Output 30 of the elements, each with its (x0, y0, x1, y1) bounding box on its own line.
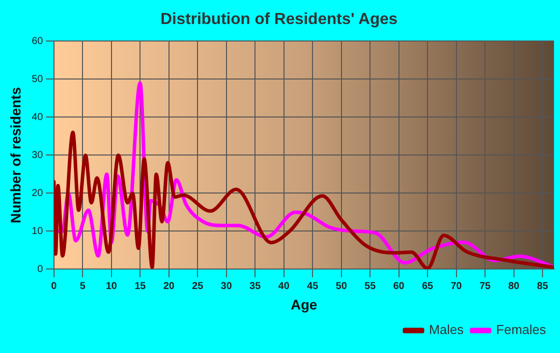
x-tick-label: 5 (80, 280, 86, 292)
x-tick-label: 85 (536, 280, 549, 292)
x-tick-label: 35 (250, 280, 262, 292)
x-tick-label: 0 (51, 280, 58, 292)
y-tick-label: 30 (32, 150, 44, 161)
x-tick-label: 55 (364, 280, 376, 292)
legend-label: Females (496, 322, 546, 338)
x-axis-title: Age (290, 296, 318, 312)
x-tick-label: 20 (163, 280, 175, 292)
x-tick-label: 65 (422, 280, 434, 292)
x-tick-label: 45 (307, 280, 319, 292)
chart-title: Distribution of Residents' Ages (160, 11, 398, 28)
x-tick-label: 25 (192, 280, 204, 292)
y-tick-label: 10 (32, 226, 44, 237)
x-tick-label: 80 (508, 280, 520, 292)
y-tick-label: 0 (37, 264, 44, 275)
y-tick-label: 40 (32, 112, 44, 123)
y-tick-label: 20 (32, 188, 44, 199)
y-tick-label: 50 (32, 74, 44, 85)
x-tick-label: 30 (220, 280, 232, 292)
y-axis-title: Number of residents (7, 86, 24, 224)
y-tick-label: 60 (32, 36, 44, 47)
x-tick-label: 10 (106, 280, 118, 292)
x-tick-label: 50 (336, 280, 348, 292)
x-tick-label: 60 (393, 280, 405, 292)
x-tick-label: 40 (278, 280, 290, 292)
x-tick-label: 15 (134, 280, 146, 292)
x-tick-label: 75 (479, 280, 492, 292)
x-tick-label: 70 (450, 280, 462, 292)
legend-label: Males (428, 322, 464, 338)
